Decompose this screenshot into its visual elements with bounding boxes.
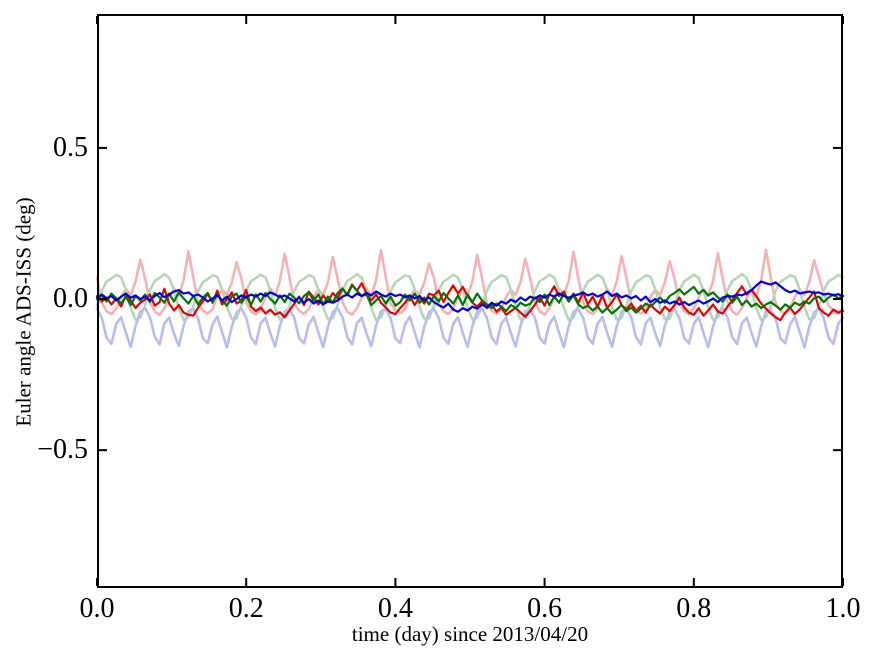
x-tick-label: 0.4 bbox=[377, 593, 413, 624]
x-axis-label: time (day) since 2013/04/20 bbox=[351, 622, 589, 646]
series-line-blue-noisy bbox=[95, 280, 845, 313]
plot-border bbox=[97, 14, 843, 588]
y-axis-label: Euler angle ADS-ISS (deg) bbox=[11, 197, 36, 427]
y-tick-label: 0.0 bbox=[53, 283, 88, 315]
y-tick-label: 0.5 bbox=[53, 131, 88, 163]
x-tick-label: 0.0 bbox=[79, 593, 115, 624]
series-line-light-green-periodic bbox=[95, 272, 845, 322]
x-tick-label: 1.0 bbox=[825, 593, 861, 624]
x-tick-label: 0.6 bbox=[527, 593, 563, 624]
series-group bbox=[95, 248, 845, 349]
x-tick-label: 0.8 bbox=[676, 593, 712, 624]
y-tick-label: −0.5 bbox=[37, 434, 88, 466]
x-tick-label: 0.2 bbox=[228, 593, 264, 624]
